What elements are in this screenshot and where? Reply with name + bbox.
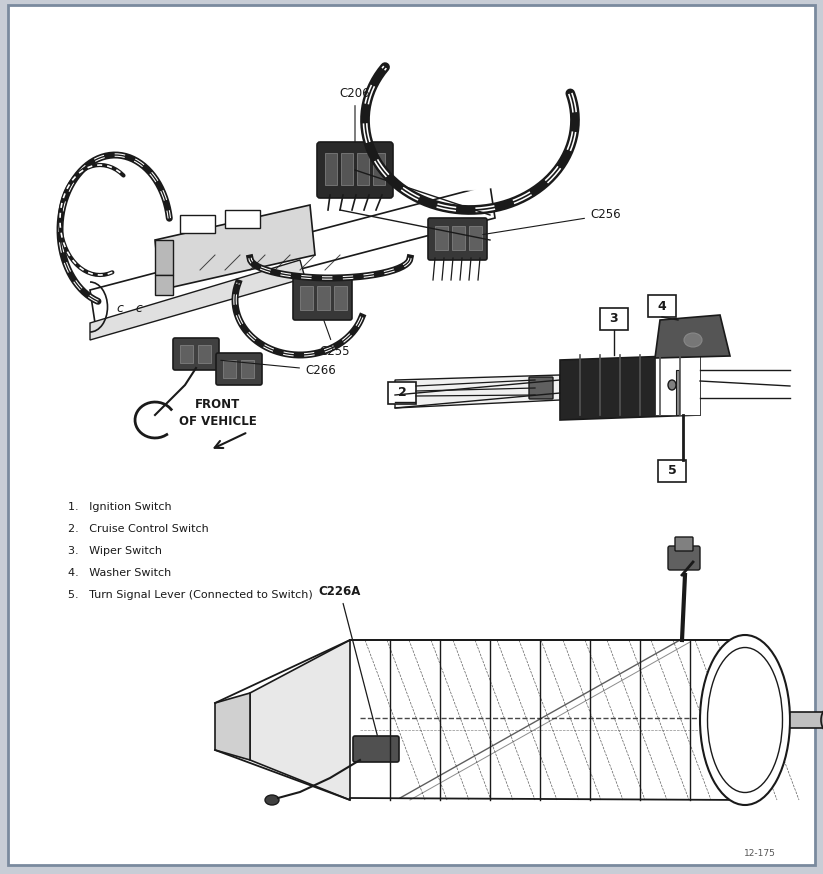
FancyBboxPatch shape	[293, 278, 352, 320]
Polygon shape	[350, 640, 745, 800]
Bar	[325, 153, 337, 185]
Bar	[357, 153, 369, 185]
Polygon shape	[390, 50, 550, 190]
FancyBboxPatch shape	[388, 382, 416, 404]
FancyBboxPatch shape	[790, 712, 823, 728]
Text: 3.   Wiper Switch: 3. Wiper Switch	[68, 546, 162, 556]
Text: c   c: c c	[117, 302, 143, 315]
Text: 1.   Ignition Switch: 1. Ignition Switch	[68, 502, 172, 512]
Bar	[317, 286, 330, 310]
Text: 3: 3	[610, 313, 618, 325]
Bar	[155, 275, 173, 295]
Bar	[180, 215, 215, 233]
Text: 2.   Cruise Control Switch: 2. Cruise Control Switch	[68, 524, 209, 534]
FancyBboxPatch shape	[353, 736, 399, 762]
Bar	[452, 226, 465, 250]
FancyBboxPatch shape	[648, 295, 676, 317]
Ellipse shape	[708, 648, 783, 793]
FancyBboxPatch shape	[216, 353, 262, 385]
Polygon shape	[250, 640, 350, 800]
Bar	[223, 360, 236, 378]
Text: 4.   Washer Switch: 4. Washer Switch	[68, 568, 171, 578]
FancyBboxPatch shape	[668, 546, 700, 570]
Polygon shape	[395, 375, 560, 408]
Bar	[180, 345, 193, 363]
Bar	[469, 226, 482, 250]
FancyBboxPatch shape	[8, 5, 815, 865]
Polygon shape	[215, 693, 250, 760]
Bar	[676, 370, 679, 415]
FancyBboxPatch shape	[658, 460, 686, 482]
Bar	[435, 226, 448, 250]
FancyBboxPatch shape	[600, 308, 628, 330]
Polygon shape	[560, 355, 700, 420]
Text: C266: C266	[221, 360, 336, 377]
FancyArrowPatch shape	[215, 434, 245, 448]
Bar	[225, 210, 260, 228]
FancyBboxPatch shape	[317, 142, 393, 198]
Text: 2: 2	[398, 386, 407, 399]
Text: C206: C206	[340, 87, 370, 142]
Bar	[341, 153, 353, 185]
Ellipse shape	[668, 380, 676, 390]
FancyBboxPatch shape	[675, 537, 693, 551]
Bar	[373, 153, 385, 185]
FancyBboxPatch shape	[428, 218, 487, 260]
FancyBboxPatch shape	[655, 355, 700, 415]
Polygon shape	[655, 315, 730, 358]
Text: C255: C255	[320, 321, 351, 358]
Text: C256: C256	[483, 209, 621, 234]
Polygon shape	[90, 185, 495, 323]
Bar	[198, 345, 211, 363]
Bar	[155, 240, 173, 275]
Bar	[334, 286, 347, 310]
Ellipse shape	[684, 333, 702, 347]
Text: 4: 4	[658, 300, 667, 313]
Bar	[300, 286, 313, 310]
Text: 12-175: 12-175	[744, 849, 776, 857]
Ellipse shape	[265, 795, 279, 805]
Text: 5.   Turn Signal Lever (Connected to Switch): 5. Turn Signal Lever (Connected to Switc…	[68, 590, 313, 600]
Polygon shape	[90, 260, 305, 340]
FancyBboxPatch shape	[173, 338, 219, 370]
Ellipse shape	[700, 635, 790, 805]
Text: 5: 5	[667, 464, 677, 477]
Bar	[241, 360, 254, 378]
Ellipse shape	[821, 706, 823, 734]
Text: FRONT
OF VEHICLE: FRONT OF VEHICLE	[179, 398, 257, 428]
Text: C226A: C226A	[319, 585, 377, 735]
Polygon shape	[155, 205, 315, 290]
FancyBboxPatch shape	[529, 377, 553, 399]
